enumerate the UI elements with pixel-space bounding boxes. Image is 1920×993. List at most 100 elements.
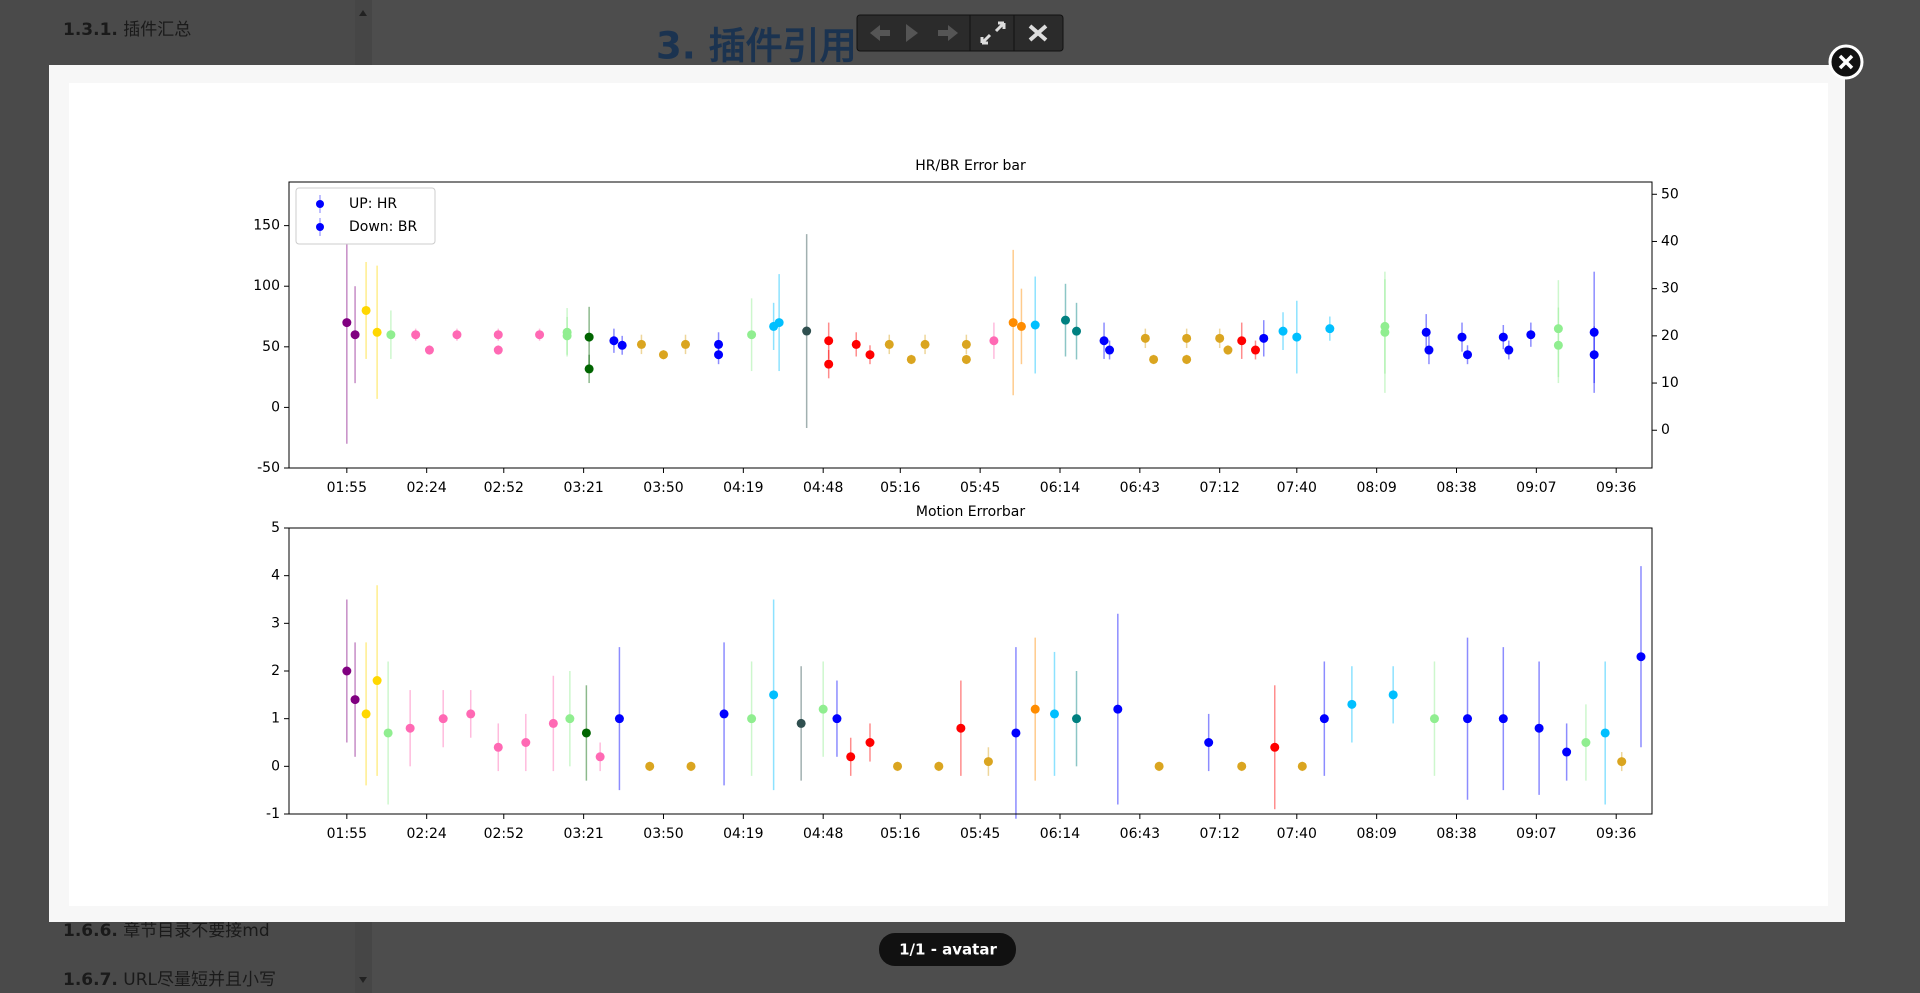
point xyxy=(1636,652,1646,662)
point xyxy=(956,723,966,733)
axes-frame xyxy=(288,527,1653,815)
point xyxy=(989,336,999,346)
point xyxy=(584,332,594,342)
x-tick-label: 03:50 xyxy=(643,480,683,496)
point xyxy=(1498,332,1508,342)
point xyxy=(714,350,724,360)
point xyxy=(1215,333,1225,343)
point xyxy=(747,714,757,724)
point xyxy=(1292,332,1302,342)
point xyxy=(1424,345,1434,355)
point xyxy=(846,752,856,762)
point xyxy=(493,330,503,340)
point xyxy=(1463,350,1473,360)
sidebar-item[interactable]: 1.6.6. 章节目录不要接md xyxy=(63,921,270,941)
point xyxy=(1182,333,1192,343)
x-tick-label: 09:07 xyxy=(1516,480,1556,496)
x-tick-label: 09:36 xyxy=(1596,480,1636,496)
x-tick-label: 08:38 xyxy=(1436,480,1476,496)
x-tick-label: 02:52 xyxy=(484,826,524,842)
point xyxy=(1049,709,1059,719)
point xyxy=(1600,728,1610,738)
point xyxy=(1617,757,1627,767)
point xyxy=(769,321,779,331)
point xyxy=(1011,728,1021,738)
close-toolbar-button[interactable] xyxy=(1028,24,1048,42)
toolbar xyxy=(856,14,1064,52)
point xyxy=(438,714,448,724)
y2-tick-label: 20 xyxy=(1661,328,1679,344)
point xyxy=(1259,333,1269,343)
point xyxy=(1325,324,1335,334)
charts: HR/BR Error bar 01:55 02:24 02:52 03:21 03:50… xyxy=(253,158,1679,842)
y-tick-label: 4 xyxy=(271,568,280,584)
y-tick-label: 150 xyxy=(253,218,280,234)
prev-button[interactable] xyxy=(870,25,890,41)
next-button[interactable] xyxy=(938,25,958,41)
point xyxy=(1113,704,1123,714)
x-tick-label: 07:40 xyxy=(1277,480,1317,496)
y-tick-label: 1 xyxy=(271,711,280,727)
heading: 3. 插件引用 xyxy=(656,25,857,68)
point xyxy=(1562,747,1572,757)
close-icon[interactable] xyxy=(1838,54,1854,70)
point xyxy=(372,327,382,337)
sidebar-item[interactable]: 1.6.7. URL尽量短并且小写 xyxy=(63,970,276,990)
legend-box xyxy=(295,187,436,245)
axes-frame xyxy=(288,181,1653,469)
fullscreen-button[interactable] xyxy=(980,21,1006,45)
point xyxy=(818,704,828,714)
point xyxy=(1319,714,1329,724)
x-tick-label: 06:14 xyxy=(1040,480,1080,496)
point xyxy=(1182,354,1192,364)
point xyxy=(614,714,624,724)
point xyxy=(609,336,619,346)
x-tick-label: 05:45 xyxy=(960,826,1000,842)
x-tick-label: 03:21 xyxy=(563,480,603,496)
y-tick-label: 0 xyxy=(271,399,280,415)
point xyxy=(1204,738,1214,747)
point xyxy=(1008,318,1018,328)
legend-label: Down: BR xyxy=(349,219,417,235)
point xyxy=(466,709,476,719)
point xyxy=(1223,345,1233,355)
point xyxy=(1457,332,1467,342)
point xyxy=(1016,321,1026,331)
close-button[interactable] xyxy=(1828,44,1864,80)
point xyxy=(658,350,668,360)
point xyxy=(1237,336,1247,346)
point xyxy=(342,666,352,676)
point xyxy=(1421,327,1431,337)
point xyxy=(361,709,371,719)
x-tick-label: 06:43 xyxy=(1120,480,1160,496)
sidebar-item[interactable]: 1.3.1. 插件汇总 xyxy=(63,20,191,40)
point xyxy=(1553,340,1563,350)
point xyxy=(906,354,916,364)
play-button[interactable] xyxy=(906,24,918,42)
point xyxy=(884,339,894,349)
y-tick-label: 3 xyxy=(271,615,280,631)
point xyxy=(1105,345,1115,355)
point xyxy=(824,359,834,369)
point xyxy=(424,345,434,355)
point xyxy=(1099,336,1109,346)
point xyxy=(521,738,531,747)
point xyxy=(636,339,646,349)
point xyxy=(584,364,594,374)
point xyxy=(372,676,382,686)
chart-title: Motion Errorbar xyxy=(916,504,1026,520)
x-tick-label: 09:36 xyxy=(1596,826,1636,842)
point xyxy=(548,718,558,728)
point xyxy=(893,761,903,771)
point xyxy=(1278,326,1288,336)
point xyxy=(411,330,421,340)
x-tick-label: 08:09 xyxy=(1356,826,1396,842)
point xyxy=(832,714,842,724)
y-tick-label: 50 xyxy=(262,339,280,355)
x-tick-label: 05:16 xyxy=(880,480,920,496)
point xyxy=(714,339,724,349)
x-tick-label: 06:14 xyxy=(1040,826,1080,842)
y2-tick-label: 50 xyxy=(1661,186,1679,202)
point xyxy=(1463,714,1473,724)
point xyxy=(361,305,371,315)
